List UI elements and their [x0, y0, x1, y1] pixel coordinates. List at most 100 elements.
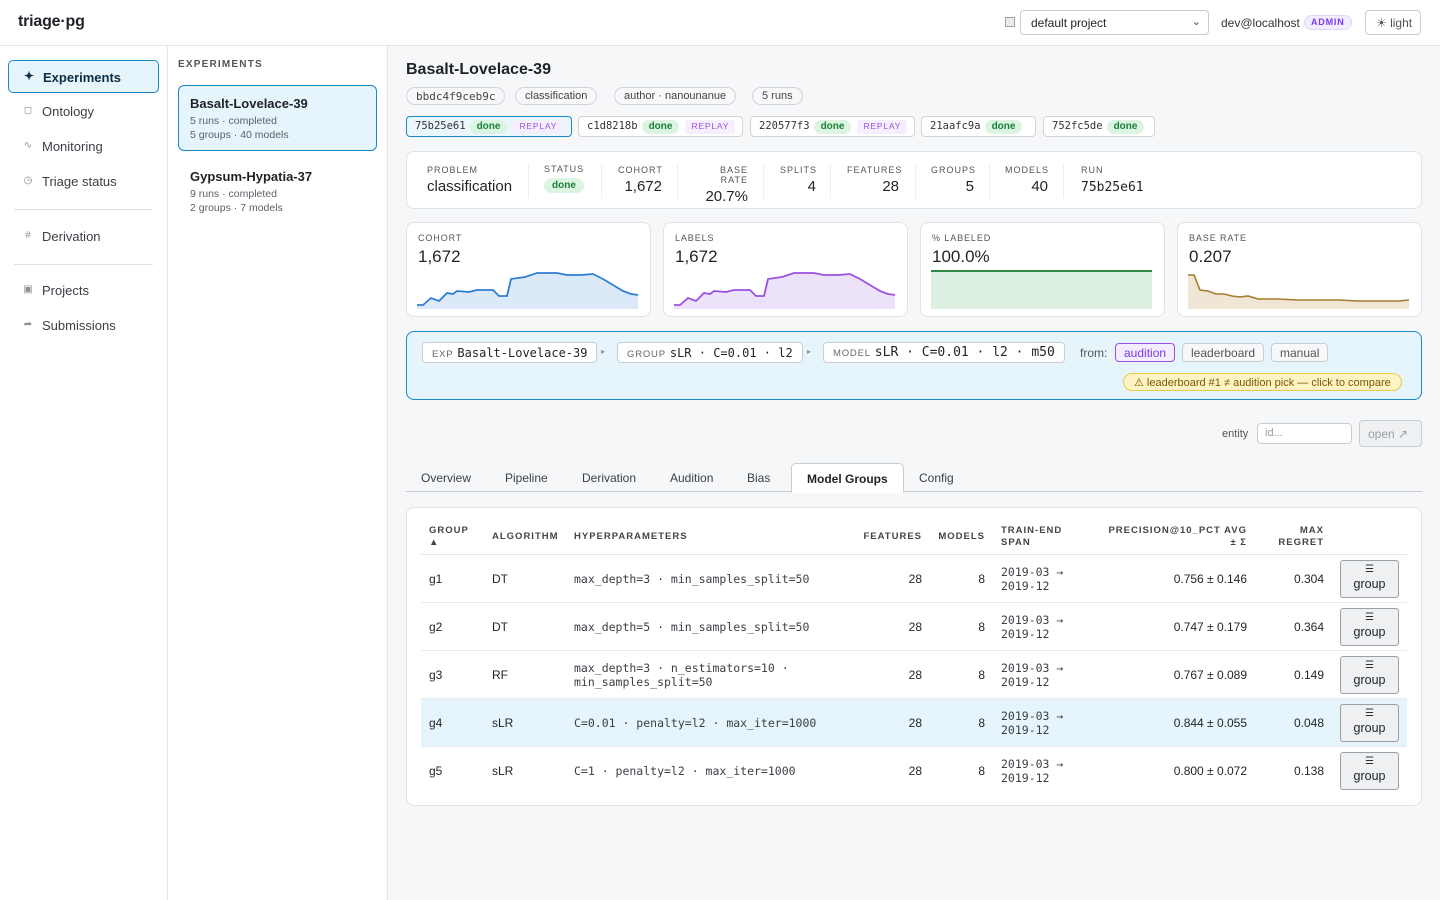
tab-model-groups[interactable]: Model Groups	[791, 463, 904, 493]
source-audition[interactable]: audition	[1115, 343, 1176, 362]
header-text: PRECISION@10_PCT AVG	[1108, 525, 1247, 536]
tab-config[interactable]: Config	[919, 471, 954, 485]
compare-warning[interactable]: ⚠ leaderboard #1 ≠ audition pick — click…	[1123, 373, 1402, 391]
source-leaderboard[interactable]: leaderboard	[1182, 343, 1265, 362]
run-chip[interactable]: 752fc5de done	[1043, 116, 1155, 137]
stat-label: MODELS	[1005, 165, 1050, 175]
experiment-meta: 5 runs · completed 5 groups · 40 models	[190, 114, 376, 142]
tab-derivation[interactable]: Derivation	[582, 471, 637, 485]
open-group-button[interactable]: ☰ group	[1340, 560, 1399, 598]
span-end: 2019-12	[1001, 675, 1050, 689]
cell-group: g3	[429, 668, 443, 682]
nav-item-ontology[interactable]: ◻ Ontology	[8, 95, 159, 128]
nav-item-experiments[interactable]: ✦ Experiments	[8, 60, 159, 93]
tab-audition[interactable]: Audition	[670, 471, 714, 485]
nav-item-triage-status[interactable]: ◷ Triage status	[8, 165, 159, 198]
cell-models: 8	[978, 572, 985, 586]
replay-badge[interactable]: REPLAY	[857, 120, 908, 134]
replay-badge[interactable]: REPLAY	[513, 120, 564, 134]
arrow-right-icon: ▸	[807, 347, 812, 356]
cell-features: 28	[908, 716, 922, 730]
open-group-button[interactable]: ☰ group	[1340, 704, 1399, 742]
entity-label: entity	[1222, 428, 1249, 440]
app-logo[interactable]: triage·pg	[18, 13, 85, 30]
project-select[interactable]: default project ⌄	[1020, 10, 1209, 35]
table-row[interactable]: g2 DT max_depth=5 · min_samples_split=50…	[421, 603, 1407, 651]
sparkline-line	[674, 272, 896, 306]
stat-value: 75b25e61	[1081, 180, 1144, 195]
experiment-name: Basalt-Lovelace-39	[190, 96, 308, 111]
stat-value: 28	[882, 178, 899, 195]
column-header-precision[interactable]: PRECISION@10_PCT AVG ± Σ	[1097, 525, 1247, 549]
cell-hyperparameters: max_depth=3 · n_estimators=10 · min_sampl…	[574, 661, 789, 689]
experiment-hash-chip: bbdc4f9ceb9c	[406, 87, 506, 105]
experiment-card[interactable]: Basalt-Lovelace-39 5 runs · completed 5 …	[178, 85, 377, 151]
cohort-sparkline	[417, 272, 639, 309]
nav-item-label: Derivation	[42, 229, 101, 244]
column-header-features[interactable]: FEATURES	[863, 531, 922, 542]
sparkline-line	[1188, 274, 1410, 302]
open-group-button[interactable]: ☰ group	[1340, 608, 1399, 646]
selection-context-bar: EXP Basalt-Lovelace-39 ▸ GROUP sLR · C=0.0…	[406, 331, 1422, 400]
experiment-card[interactable]: Gypsum-Hypatia-37 9 runs · completed 2 g…	[178, 158, 377, 224]
cell-precision: 0.756 ± 0.146	[1173, 572, 1247, 586]
run-chip[interactable]: 21aafc9a done	[921, 116, 1036, 137]
table-row[interactable]: g1 DT max_depth=3 · min_samples_split=50…	[421, 555, 1407, 603]
column-header-max-regret[interactable]: MAX REGRET	[1267, 525, 1324, 549]
header-text: MAX	[1299, 525, 1324, 536]
selector-value: Basalt-Lovelace-39	[457, 346, 588, 360]
experiment-selector[interactable]: EXP Basalt-Lovelace-39	[422, 342, 598, 363]
model-selector[interactable]: MODEL sLR · C=0.01 · l2 · m50	[823, 342, 1065, 363]
source-manual[interactable]: manual	[1271, 343, 1329, 362]
nav-item-label: Submissions	[42, 318, 116, 333]
base-rate-sparkline	[1188, 274, 1410, 309]
run-status-badge: done	[469, 120, 508, 134]
stat-divider	[763, 164, 764, 198]
cell-algorithm: sLR	[492, 716, 514, 730]
sort-asc-icon: ▲	[429, 537, 440, 548]
nav-item-label: Monitoring	[42, 139, 103, 154]
spark-label: COHORT	[418, 233, 463, 243]
column-header-algorithm[interactable]: ALGORITHM	[492, 531, 559, 542]
spark-card-labels: LABELS 1,672	[663, 222, 908, 317]
nav-item-projects[interactable]: ▣ Projects	[8, 274, 159, 307]
span-start: 2019-03 →	[1001, 709, 1064, 723]
tab-overview[interactable]: Overview	[421, 471, 472, 485]
table-row[interactable]: g3 RF max_depth=3 · n_estimators=10 · min…	[421, 651, 1407, 699]
tab-pipeline[interactable]: Pipeline	[505, 471, 548, 485]
stat-status: STATUS done	[544, 164, 584, 193]
group-selector[interactable]: GROUP sLR · C=0.01 · l2	[617, 342, 803, 363]
theme-toggle-button[interactable]: ☀ light	[1365, 10, 1421, 35]
run-chip[interactable]: 75b25e61 done REPLAY	[406, 116, 572, 137]
entity-input[interactable]: id...	[1257, 423, 1352, 444]
nav-item-submissions[interactable]: ➦ Submissions	[8, 309, 159, 342]
column-header-group[interactable]: GROUP ▲	[429, 525, 469, 549]
column-header-span[interactable]: TRAIN-END SPAN	[1001, 525, 1062, 549]
spark-card-base-rate: BASE RATE 0.207	[1177, 222, 1422, 317]
column-header-models[interactable]: MODELS	[938, 531, 985, 542]
cell-max-regret: 0.149	[1293, 668, 1324, 682]
replay-badge[interactable]: REPLAY	[685, 120, 736, 134]
table-row[interactable]: g5 sLR C=1 · penalty=l2 · max_iter=1000 …	[421, 747, 1407, 795]
nav-item-derivation[interactable]: # Derivation	[8, 220, 159, 253]
clock-icon: ◷	[23, 175, 33, 186]
experiment-groups: 2 groups · 7 models	[190, 202, 283, 214]
stat-divider	[1063, 164, 1064, 198]
tab-bias[interactable]: Bias	[747, 471, 771, 485]
run-chip[interactable]: 220577f3 done REPLAY	[750, 116, 915, 137]
cell-models: 8	[978, 764, 985, 778]
nav-item-monitoring[interactable]: ∿ Monitoring	[8, 130, 159, 163]
run-status-badge: done	[984, 120, 1023, 134]
table-row-selected[interactable]: g4 sLR C=0.01 · penalty=l2 · max_iter=10…	[421, 699, 1407, 747]
span-start: 2019-03 →	[1001, 757, 1064, 771]
span-start: 2019-03 →	[1001, 661, 1064, 675]
open-group-button[interactable]: ☰ group	[1340, 656, 1399, 694]
sparkle-icon: ✦	[23, 69, 35, 83]
open-entity-button[interactable]: open ↗	[1359, 420, 1422, 447]
column-header-hyperparameters[interactable]: HYPERPARAMETERS	[574, 531, 688, 542]
run-chip[interactable]: c1d8218b done REPLAY	[578, 116, 743, 137]
cell-span: 2019-03 → 2019-12	[1001, 661, 1063, 689]
stack-icon: ☰	[1365, 564, 1374, 575]
stat-label: GROUPS	[931, 165, 977, 175]
open-group-button[interactable]: ☰ group	[1340, 752, 1399, 790]
